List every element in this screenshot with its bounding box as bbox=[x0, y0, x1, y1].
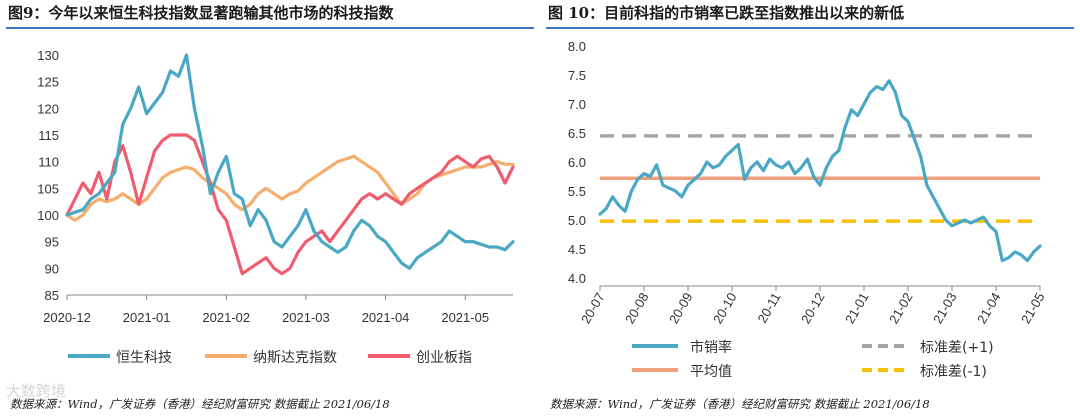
x-tick-label: 20-08 bbox=[622, 290, 652, 326]
y-tick-label: 85 bbox=[45, 288, 59, 303]
y-tick-label: 110 bbox=[38, 155, 59, 170]
legend-label: 恒生科技 bbox=[116, 350, 172, 366]
legend-label: 平均值 bbox=[690, 364, 732, 380]
y-tick-label: 4.5 bbox=[568, 242, 586, 257]
y-tick-label: 7.0 bbox=[568, 97, 586, 112]
x-tick-label: 21-01 bbox=[842, 290, 872, 326]
y-tick-label: 6.0 bbox=[568, 155, 586, 170]
y-tick-label: 125 bbox=[37, 75, 59, 90]
series-line-hstech bbox=[65, 53, 515, 270]
y-tick-label: 95 bbox=[45, 235, 59, 250]
right-title-rule bbox=[546, 27, 1074, 29]
series-line-ps bbox=[598, 79, 1042, 263]
y-tick-label: 8.0 bbox=[568, 39, 586, 54]
legend-label: 创业板指 bbox=[416, 350, 472, 366]
legend-label: 标准差(-1) bbox=[920, 364, 987, 380]
y-tick-label: 130 bbox=[37, 48, 59, 63]
left-source-note: 数据来源：Wind，广发证券（香港）经纪财富研究 数据截止 2021/06/18 bbox=[10, 397, 390, 411]
x-tick-label: 2020-12 bbox=[43, 310, 91, 325]
x-tick-label: 20-07 bbox=[578, 290, 608, 326]
y-tick-label: 120 bbox=[37, 101, 59, 116]
y-tick-label: 7.5 bbox=[568, 68, 586, 83]
y-tick-label: 100 bbox=[37, 208, 59, 223]
x-tick-label: 2021-05 bbox=[441, 310, 489, 325]
x-tick-label: 21-04 bbox=[974, 290, 1004, 326]
y-tick-label: 5.0 bbox=[568, 213, 586, 228]
x-tick-label: 21-03 bbox=[930, 290, 960, 326]
legend-label: 纳斯达克指数 bbox=[253, 350, 337, 366]
x-tick-label: 20-12 bbox=[798, 290, 828, 326]
right-chart-panel: 图 10：目前科指的市销率已跌至指数推出以来的新低 4.0 4.5 5.0 5.5 6.… bbox=[540, 0, 1080, 417]
right-source-note: 数据来源：Wind，广发证券（香港）经纪财富研究 数据截止 2021/06/18 bbox=[550, 397, 930, 411]
watermark: 大数跨境 bbox=[6, 382, 67, 400]
right-chart-title: 图 10：目前科指的市销率已跌至指数推出以来的新低 bbox=[548, 4, 905, 22]
y-tick-label: 105 bbox=[37, 181, 59, 196]
x-tick-label: 2021-02 bbox=[202, 310, 250, 325]
x-tick-label: 2021-04 bbox=[362, 310, 410, 325]
series-line-chinext bbox=[65, 133, 515, 276]
x-tick-label: 20-09 bbox=[666, 290, 696, 326]
x-tick-label: 21-05 bbox=[1018, 290, 1048, 326]
x-tick-label: 2021-01 bbox=[123, 310, 171, 325]
y-tick-label: 6.5 bbox=[568, 126, 586, 141]
y-tick-label: 5.5 bbox=[568, 184, 586, 199]
x-tick-label: 20-11 bbox=[754, 290, 783, 325]
x-tick-label: 21-02 bbox=[886, 290, 916, 326]
y-tick-label: 115 bbox=[38, 128, 59, 143]
x-tick-label: 20-10 bbox=[710, 290, 740, 326]
left-chart-panel: 图9：今年以来恒生科技指数显著跑输其他市场的科技指数 85 90 95 100 105 1… bbox=[6, 4, 534, 411]
y-tick-label: 90 bbox=[45, 261, 59, 276]
legend-label: 市销率 bbox=[690, 339, 732, 356]
left-title-rule bbox=[6, 27, 534, 29]
x-tick-label: 2021-03 bbox=[282, 310, 330, 325]
left-chart-svg: 85 90 95 100 105 110 115 120 125 130 2020-12 2021-0… bbox=[37, 48, 515, 366]
left-chart-title: 图9：今年以来恒生科技指数显著跑输其他市场的科技指数 bbox=[8, 4, 394, 22]
y-tick-label: 4.0 bbox=[568, 271, 586, 286]
legend-label: 标准差(+1) bbox=[920, 340, 994, 356]
right-chart-svg: 4.0 4.5 5.0 5.5 6.0 6.5 7.0 7.5 8.0 20-07 20-08 20-… bbox=[568, 39, 1048, 380]
